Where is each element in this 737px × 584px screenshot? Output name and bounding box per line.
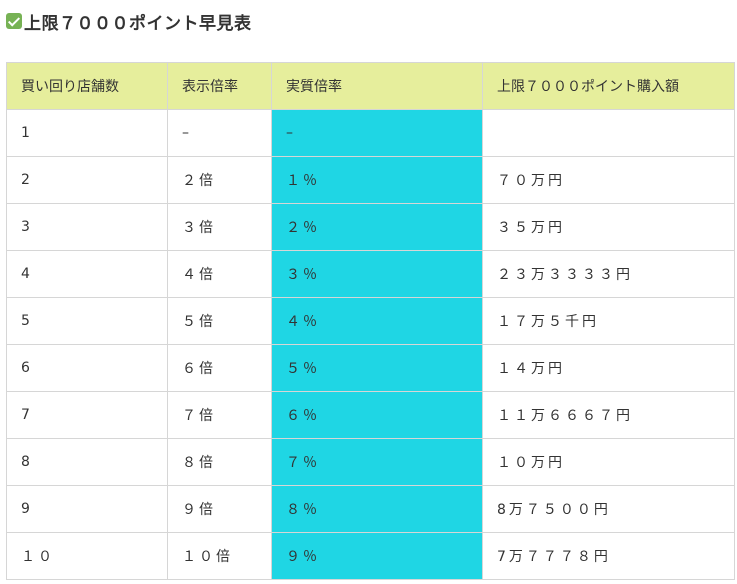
cell-display-rate: ３倍 <box>167 203 272 251</box>
cell-actual-rate: ６％ <box>271 391 483 439</box>
cell-store-count: 8 <box>6 438 168 486</box>
cell-store-count: 2 <box>6 156 168 204</box>
cell-display-rate: ４倍 <box>167 250 272 298</box>
cell-purchase-amount: ２３万３３３３円 <box>482 250 735 298</box>
cell-display-rate: ９倍 <box>167 485 272 533</box>
table-header-row: 買い回り店舗数 表示倍率 実質倍率 上限７０００ポイント購入額 <box>6 62 735 110</box>
cell-display-rate: – <box>167 109 272 157</box>
cell-actual-rate: ４％ <box>271 297 483 345</box>
cell-purchase-amount: 8万７５００円 <box>482 485 735 533</box>
cell-display-rate: ５倍 <box>167 297 272 345</box>
cell-store-count: 7 <box>6 391 168 439</box>
table-row: 9 ９倍 ８％ 8万７５００円 <box>6 485 735 533</box>
cell-display-rate: ８倍 <box>167 438 272 486</box>
table-row: 8 ８倍 ７％ １０万円 <box>6 438 735 486</box>
header-store-count: 買い回り店舗数 <box>6 62 168 110</box>
cell-store-count: 6 <box>6 344 168 392</box>
check-mark-icon <box>6 13 22 29</box>
page-heading: 上限７０００ポイント早見表 <box>6 9 252 34</box>
cell-actual-rate: – <box>271 109 483 157</box>
cell-store-count: 4 <box>6 250 168 298</box>
cell-actual-rate: ７％ <box>271 438 483 486</box>
table-row: 3 ３倍 ２％ ３５万円 <box>6 203 735 251</box>
table-row: 7 ７倍 ６％ １１万６６６７円 <box>6 391 735 439</box>
cell-actual-rate: ２％ <box>271 203 483 251</box>
cell-actual-rate: ９％ <box>271 532 483 580</box>
table-row: １０ １０倍 ９％ 7万７７７８円 <box>6 532 735 580</box>
cell-display-rate: ６倍 <box>167 344 272 392</box>
cell-purchase-amount: １７万５千円 <box>482 297 735 345</box>
cell-purchase-amount: １０万円 <box>482 438 735 486</box>
table-row: 6 ６倍 ５％ １４万円 <box>6 344 735 392</box>
cell-purchase-amount: １４万円 <box>482 344 735 392</box>
header-display-rate: 表示倍率 <box>167 62 272 110</box>
cell-purchase-amount: ３５万円 <box>482 203 735 251</box>
cell-purchase-amount: １１万６６６７円 <box>482 391 735 439</box>
cell-display-rate: ２倍 <box>167 156 272 204</box>
table-row: 1 – – <box>6 109 735 157</box>
cell-display-rate: ７倍 <box>167 391 272 439</box>
cell-actual-rate: １％ <box>271 156 483 204</box>
table-row: 2 ２倍 １％ ７０万円 <box>6 156 735 204</box>
header-purchase-amount: 上限７０００ポイント購入額 <box>482 62 735 110</box>
table-row: 4 ４倍 ３％ ２３万３３３３円 <box>6 250 735 298</box>
page-title: 上限７０００ポイント早見表 <box>24 13 252 34</box>
cell-store-count: 5 <box>6 297 168 345</box>
cell-purchase-amount: ７０万円 <box>482 156 735 204</box>
cell-actual-rate: ８％ <box>271 485 483 533</box>
cell-store-count: 1 <box>6 109 168 157</box>
cell-store-count: １０ <box>6 532 168 580</box>
cell-store-count: 3 <box>6 203 168 251</box>
cell-purchase-amount: 7万７７７８円 <box>482 532 735 580</box>
cell-actual-rate: ５％ <box>271 344 483 392</box>
cell-actual-rate: ３％ <box>271 250 483 298</box>
table-row: 5 ５倍 ４％ １７万５千円 <box>6 297 735 345</box>
cell-store-count: 9 <box>6 485 168 533</box>
cell-display-rate: １０倍 <box>167 532 272 580</box>
cell-purchase-amount <box>482 109 735 157</box>
points-lookup-table: 買い回り店舗数 表示倍率 実質倍率 上限７０００ポイント購入額 1 – – 2 … <box>6 62 735 580</box>
header-actual-rate: 実質倍率 <box>271 62 483 110</box>
